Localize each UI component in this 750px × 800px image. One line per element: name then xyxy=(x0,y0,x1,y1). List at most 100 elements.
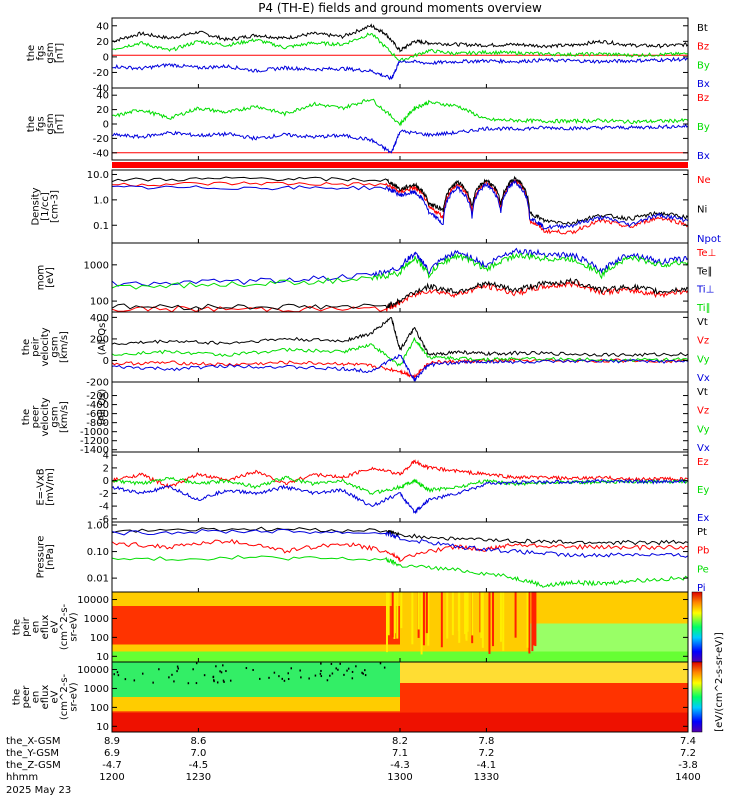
ephemeris-row-label: hhmm xyxy=(6,772,38,783)
legend-entry: Ez xyxy=(697,457,709,468)
plot-body xyxy=(112,98,688,154)
spectrogram-streak xyxy=(417,592,420,630)
spectrogram-streak xyxy=(514,592,517,638)
spectrogram-speck xyxy=(215,665,217,668)
y-axis-label: peir xyxy=(21,616,32,636)
y-axis-label: en xyxy=(31,621,42,634)
y-axis-label: eflux xyxy=(40,685,51,710)
date-label: 2025 May 23 xyxy=(6,785,71,796)
spectrogram-streak xyxy=(480,592,483,639)
spectrogram-speck xyxy=(116,671,119,674)
spectrogram-speck xyxy=(219,670,221,673)
ephemeris-value: 8.6 xyxy=(190,736,206,747)
y-tick-label: 0.1 xyxy=(93,221,109,232)
ephemeris-value: -4.3 xyxy=(390,760,410,771)
legend-entry: Vt xyxy=(697,317,708,328)
ephemeris-value: 7.2 xyxy=(478,748,494,759)
y-tick-label: 2 xyxy=(103,463,109,474)
y-tick-label: 0 xyxy=(103,356,109,367)
series-line-Ti⊥ xyxy=(112,247,688,287)
y-tick-label: 10000 xyxy=(77,665,109,676)
y-tick-label: -800 xyxy=(86,418,109,429)
spectrogram-body xyxy=(112,592,688,662)
y-tick-label: -200 xyxy=(86,391,109,402)
spectrogram-speck xyxy=(225,670,227,673)
spectrogram-band xyxy=(400,662,688,683)
y-tick-label: -6 xyxy=(99,514,109,525)
spectrogram-speck xyxy=(337,668,339,671)
spectrogram-speck xyxy=(216,681,219,684)
series-line-Bt xyxy=(112,23,688,53)
y-tick-label: -20 xyxy=(93,68,109,79)
legend-entry: Vx xyxy=(697,443,710,454)
ephemeris-value: -4.5 xyxy=(189,760,209,771)
spectrogram-streak xyxy=(531,592,534,652)
y-tick-label: 1.0 xyxy=(93,195,109,206)
y-tick-label: 400 xyxy=(90,313,109,324)
series-line-Vz xyxy=(112,358,688,379)
spectrogram-band xyxy=(112,662,400,697)
spectrogram-speck xyxy=(379,662,382,665)
y-axis-label: [nPa] xyxy=(45,544,56,570)
spectrogram-speck xyxy=(339,662,341,665)
spectrogram-speck xyxy=(117,674,120,677)
colorbar xyxy=(691,591,703,663)
plot-body xyxy=(112,459,688,515)
legend-entry: Pe xyxy=(697,564,709,575)
spectrogram-speck xyxy=(351,677,354,680)
spectrogram-streak xyxy=(471,592,474,636)
y-tick-label: 40 xyxy=(96,21,109,32)
legend-entry: Npot xyxy=(697,234,721,245)
ephemeris-value: 7.2 xyxy=(680,748,696,759)
y-axis-label: [nT] xyxy=(54,114,65,134)
spectrogram-speck xyxy=(141,672,144,675)
legend-entry: Ti∥ xyxy=(696,303,711,314)
spectrogram-speck xyxy=(343,673,345,676)
spectrogram-streak xyxy=(427,592,430,646)
spectrogram-speck xyxy=(223,680,225,683)
legend-entry: Bz xyxy=(697,42,709,53)
y-axis-label-extra: (All Qs) xyxy=(97,389,108,426)
spectrogram-streak xyxy=(446,592,449,639)
legend-entry: Bz xyxy=(697,93,709,104)
spectrogram-speck xyxy=(222,679,225,682)
spectrogram-speck xyxy=(171,673,173,676)
y-axis-label: en xyxy=(31,691,42,704)
series-line-Ti∥ xyxy=(112,252,688,290)
spectrogram-streak xyxy=(465,592,468,641)
spectrogram-streak xyxy=(391,592,394,638)
y-tick-label: 100 xyxy=(90,703,109,714)
series-line-Ne xyxy=(112,179,688,235)
y-tick-label: 10 xyxy=(96,652,109,663)
spectrogram-streak xyxy=(528,592,531,654)
spectrogram-streak xyxy=(396,592,399,639)
series-line-Pi xyxy=(112,528,688,558)
y-axis-label: (cm^2-s- xyxy=(59,603,70,650)
y-axis-label: sr-eV) xyxy=(69,612,80,641)
panel-8: 1.00 0.10 0.01 Pressure[nPa] Pt Pb Pe Pi xyxy=(35,521,709,594)
y-axis-label: E=-VxB xyxy=(35,468,46,505)
y-tick-label: -1400 xyxy=(80,445,109,456)
spectrogram-streak xyxy=(526,592,529,648)
colorbar-scale xyxy=(691,591,703,663)
series-line-Npot xyxy=(112,179,688,230)
y-tick-label: -200 xyxy=(86,378,109,389)
y-tick-label: 0 xyxy=(103,120,109,131)
spectrogram-streak xyxy=(464,592,467,635)
series-line-Te∥ xyxy=(112,277,688,311)
spectrogram-band xyxy=(112,606,400,645)
spectrogram-streak xyxy=(387,592,390,636)
y-tick-label: 10 xyxy=(96,722,109,733)
ephemeris-value: 1400 xyxy=(675,772,700,783)
series-line-Bx xyxy=(112,56,688,81)
plot-body xyxy=(112,247,688,312)
legend-entry: Vz xyxy=(697,336,709,347)
colorbar: [eV/(cm^2-s-sr-eV)] xyxy=(691,632,725,733)
y-tick-label: 10000 xyxy=(77,595,109,606)
spectrogram-speck xyxy=(320,669,322,672)
spectrogram-speck xyxy=(326,679,329,682)
spectrogram-speck xyxy=(281,677,284,680)
spectrogram-speck xyxy=(300,676,302,679)
